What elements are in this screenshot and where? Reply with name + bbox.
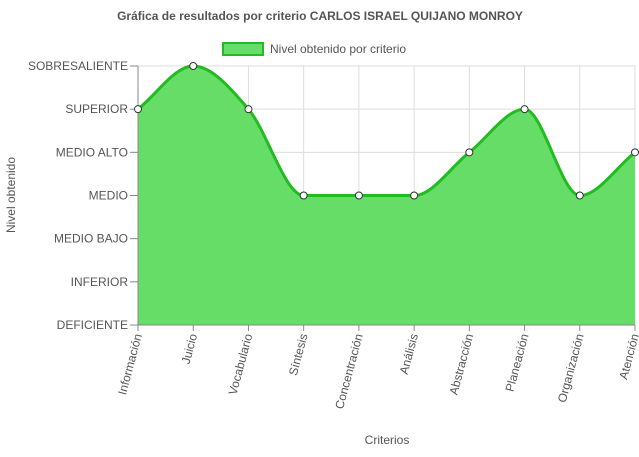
legend-label[interactable]: Nivel obtenido por criterio <box>270 42 406 56</box>
legend-swatch[interactable] <box>222 42 264 56</box>
x-tick-label: Síntesis <box>286 332 311 377</box>
series-area <box>137 64 636 325</box>
x-axis-title: Criterios <box>365 433 410 447</box>
x-tick-label: Información <box>115 332 145 396</box>
y-tick-label: MEDIO <box>89 189 128 203</box>
x-tick-label: Juicio <box>179 332 201 366</box>
x-tick-label: Planeación <box>503 332 532 393</box>
x-tick-label: Abstracción <box>446 332 476 396</box>
x-tick-label: Organización <box>555 332 587 404</box>
y-tick-label: INFERIOR <box>71 275 129 289</box>
x-axis-ticks: Información Juicio Vocabulario Síntesis Conc… <box>115 325 639 411</box>
data-point-Organización[interactable] <box>575 191 584 200</box>
data-points[interactable] <box>134 62 639 200</box>
x-tick-label: Vocabulario <box>226 332 256 397</box>
x-tick-label: Atención <box>616 332 639 381</box>
y-axis-title: Nivel obtenido <box>4 157 18 233</box>
y-tick-label: MEDIO ALTO <box>56 145 128 159</box>
data-point-Vocabulario[interactable] <box>244 105 253 114</box>
y-axis-ticks: DEFICIENTE INFERIOR MEDIO BAJO MEDIO MEDIO A… <box>28 59 138 332</box>
data-point-Información[interactable] <box>134 105 142 114</box>
legend[interactable]: Nivel obtenido por criterio <box>222 42 406 56</box>
chart-title: Gráfica de resultados por criterio CARLO… <box>117 9 523 23</box>
y-tick-label: MEDIO BAJO <box>54 232 128 246</box>
data-point-Atención[interactable] <box>631 148 639 157</box>
x-tick-label: Concentración <box>332 332 366 410</box>
series-line <box>137 64 636 198</box>
data-point-Planeación[interactable] <box>520 105 529 114</box>
data-point-Síntesis[interactable] <box>299 191 308 200</box>
x-tick-label: Análisis <box>397 332 421 376</box>
y-tick-label: SUPERIOR <box>65 102 128 116</box>
data-point-Concentración[interactable] <box>354 191 363 200</box>
data-point-Abstracción[interactable] <box>465 148 474 157</box>
y-tick-label: DEFICIENTE <box>57 318 128 332</box>
data-point-Análisis[interactable] <box>410 191 419 200</box>
y-tick-label: SOBRESALIENTE <box>28 59 128 73</box>
data-point-Juicio[interactable] <box>189 62 198 70</box>
